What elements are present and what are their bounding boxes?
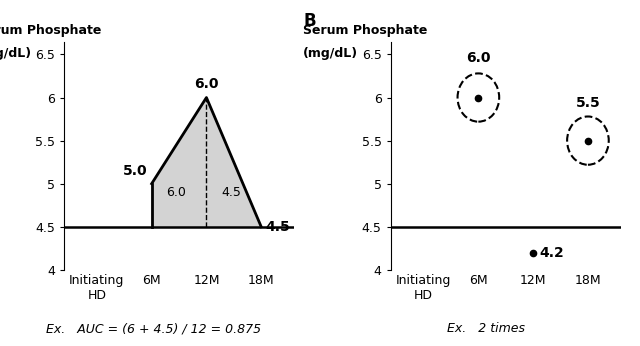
Text: 6.0: 6.0 bbox=[166, 186, 186, 199]
Polygon shape bbox=[152, 98, 261, 227]
Text: Ex.   2 times: Ex. 2 times bbox=[447, 322, 525, 335]
Text: Serum Phosphate: Serum Phosphate bbox=[303, 24, 428, 37]
Text: B: B bbox=[303, 12, 316, 30]
Text: (mg/dL): (mg/dL) bbox=[0, 47, 32, 60]
Text: 5.0: 5.0 bbox=[123, 164, 148, 178]
Text: 6.0: 6.0 bbox=[194, 76, 219, 91]
Text: Serum Phosphate: Serum Phosphate bbox=[0, 24, 101, 37]
Text: 4.5: 4.5 bbox=[221, 186, 241, 199]
Text: Ex.   AUC = (6 + 4.5) / 12 = 0.875: Ex. AUC = (6 + 4.5) / 12 = 0.875 bbox=[46, 322, 261, 335]
Text: (mg/dL): (mg/dL) bbox=[303, 47, 358, 60]
Text: 4.5: 4.5 bbox=[266, 220, 291, 234]
Text: 6.0: 6.0 bbox=[466, 51, 491, 65]
Text: 5.5: 5.5 bbox=[575, 97, 600, 110]
Text: 4.2: 4.2 bbox=[540, 246, 564, 260]
